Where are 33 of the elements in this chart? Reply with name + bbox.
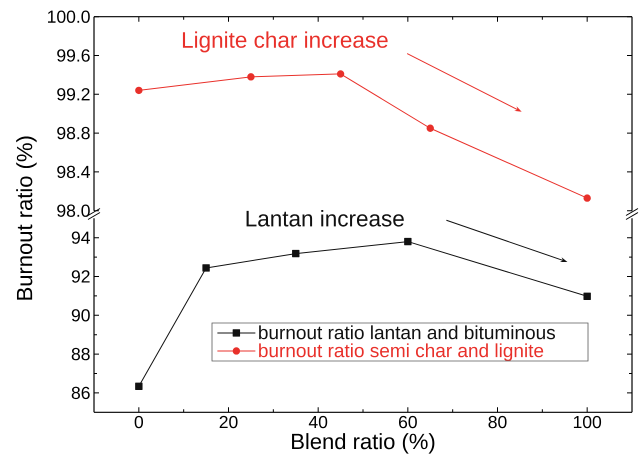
x-axis-title: Blend ratio (%) <box>292 433 434 454</box>
point <box>336 70 344 78</box>
annotation: Lignite char increase <box>182 31 388 52</box>
x-tick-label: 0 <box>134 416 144 428</box>
y-tick-label: 88 <box>72 348 90 360</box>
point <box>583 194 591 202</box>
y-tick-label: 94 <box>72 232 90 244</box>
point <box>404 238 412 246</box>
y-tick-label: 99.6 <box>57 49 90 62</box>
point <box>202 264 210 272</box>
legend-label: burnout ratio lantan and bituminous <box>259 325 555 340</box>
x-tick-label: 80 <box>488 416 507 428</box>
y-tick-label: 98.4 <box>57 166 90 178</box>
point <box>426 124 434 132</box>
point <box>583 292 591 300</box>
y-tick-label: 86 <box>72 386 90 400</box>
y-axis-title: Burnout ratio (%) <box>16 136 37 300</box>
point <box>135 382 143 390</box>
x-tick-label: 20 <box>220 416 238 428</box>
x-tick-label: 40 <box>308 416 328 428</box>
y-tick-label: 92 <box>72 270 90 283</box>
x-tick-label: 100 <box>574 416 602 428</box>
y-tick-label: 98.0 <box>57 204 90 217</box>
point <box>247 73 255 81</box>
annotation: Lantan increase <box>246 210 404 227</box>
x-tick-label: 60 <box>399 416 417 428</box>
point <box>135 86 143 94</box>
legend-label: burnout ratio semi char and lignite <box>259 343 544 362</box>
y-tick-label: 90 <box>72 309 90 322</box>
y-tick-label: 99.2 <box>57 88 90 100</box>
y-tick-label: 100.0 <box>48 10 90 23</box>
point <box>292 250 300 258</box>
y-tick-label: 98.8 <box>57 126 90 140</box>
